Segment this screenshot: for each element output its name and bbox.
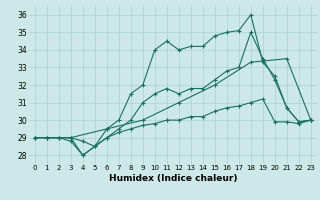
X-axis label: Humidex (Indice chaleur): Humidex (Indice chaleur): [108, 174, 237, 183]
